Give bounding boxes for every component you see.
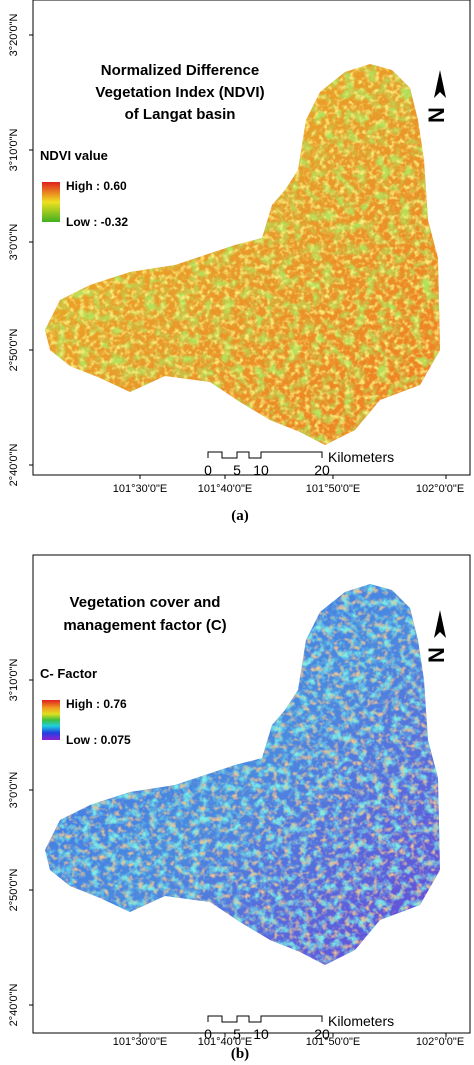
- lon-label: 101°30'0"E: [113, 483, 167, 495]
- legend-high: High : 0.60: [66, 179, 127, 193]
- scale-label: 5: [233, 462, 241, 478]
- map-title: management factor (C): [63, 617, 226, 634]
- scale-label: 20: [314, 462, 330, 478]
- lon-label: 101°40'0"E: [198, 1036, 252, 1048]
- north-arrow: [434, 610, 446, 638]
- map-title: Vegetation Index (NDVI): [95, 84, 264, 101]
- lat-label: 2°50'0"N: [8, 329, 20, 372]
- lat-label: 3°0'0"N: [8, 772, 20, 809]
- scale-label: 0: [204, 462, 212, 478]
- north-label: N: [424, 647, 449, 663]
- legend-ramp: [42, 182, 60, 222]
- map-panel: Normalized Difference Vegetation Index (N…: [8, 0, 471, 524]
- scale-bar: [207, 1015, 323, 1023]
- legend-ramp: [42, 700, 60, 740]
- scale-bar: [207, 451, 323, 459]
- scale-unit: Kilometers: [328, 1013, 394, 1029]
- lon-label: 101°30'0"E: [113, 1036, 167, 1048]
- north-arrow: [434, 70, 446, 98]
- scale-unit: Kilometers: [328, 449, 394, 465]
- scale-label: 10: [253, 462, 269, 478]
- panel-caption: (b): [231, 1046, 249, 1062]
- lat-label: 3°0'0"N: [8, 224, 20, 261]
- lat-label: 3°20'0"N: [8, 14, 20, 57]
- legend-low: Low : -0.32: [66, 215, 128, 229]
- lat-label: 2°50'0"N: [8, 869, 20, 912]
- map-panel: Vegetation cover and management factor (C…: [8, 554, 471, 1062]
- legend-low: Low : 0.075: [66, 733, 131, 747]
- lat-label: 3°10'0"N: [8, 659, 20, 702]
- lon-label: 101°50'0"E: [306, 483, 360, 495]
- lon-label: 101°50'0"E: [306, 1036, 360, 1048]
- north-label: N: [424, 107, 449, 123]
- legend-title: NDVI value: [40, 148, 108, 163]
- lon-label: 101°40'0"E: [198, 483, 252, 495]
- legend-title: C- Factor: [40, 666, 97, 681]
- scale-label: 10: [253, 1026, 269, 1042]
- lon-label: 102°0'0"E: [416, 483, 464, 495]
- scale-label: 0: [204, 1026, 212, 1042]
- lat-label: 2°40'0"N: [8, 984, 20, 1027]
- map-title: Normalized Difference: [101, 62, 259, 79]
- scale-label: 20: [314, 1026, 330, 1042]
- lon-label: 102°0'0"E: [416, 1036, 464, 1048]
- scale-label: 5: [233, 1026, 241, 1042]
- legend-high: High : 0.76: [66, 697, 127, 711]
- map-title: of Langat basin: [125, 106, 236, 123]
- lat-label: 3°10'0"N: [8, 129, 20, 172]
- panel-caption: (a): [231, 508, 249, 524]
- lat-label: 2°40'0"N: [8, 444, 20, 487]
- map-title: Vegetation cover and: [70, 594, 221, 611]
